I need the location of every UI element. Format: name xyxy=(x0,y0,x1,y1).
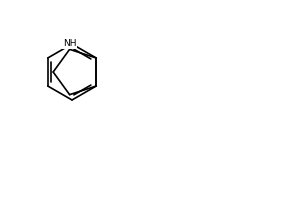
Text: NH: NH xyxy=(63,39,76,48)
